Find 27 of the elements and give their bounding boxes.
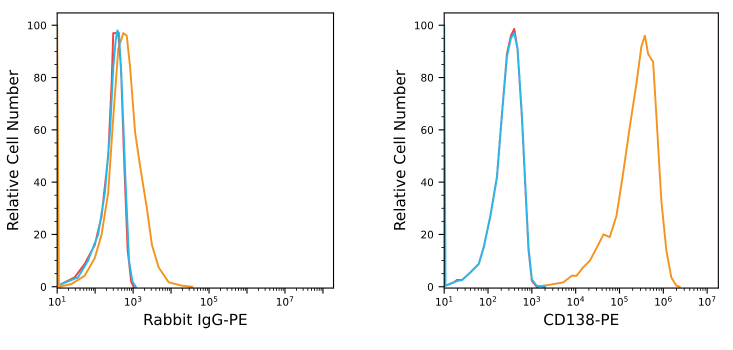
y-tick-label: 80 (421, 74, 434, 82)
x-tick-label: 10$^{4}$ (568, 296, 584, 306)
y-tick-label: 0 (40, 282, 46, 291)
y-axis-title: Relative Cell Number (394, 70, 406, 230)
y-tick-label: 20 (421, 230, 434, 239)
x-tick-label: 10$^{7}$ (276, 296, 294, 306)
y-tick-label: 20 (34, 230, 46, 239)
y-axis-title: Relative Cell Number (6, 70, 18, 230)
y-tick-label: 100 (415, 21, 434, 30)
x-tick-label: 10$^{6}$ (655, 296, 672, 306)
x-tick-label: 10$^{3}$ (524, 296, 540, 306)
y-tick-label: 80 (34, 74, 46, 82)
x-tick-label: 10$^{1}$ (49, 296, 66, 306)
x-axis-title: Rabbit IgG-PE (144, 313, 247, 328)
x-tick-label: 10$^{3}$ (125, 296, 142, 306)
y-tick-label: 60 (34, 126, 46, 134)
x-tick-label: 10$^{5}$ (611, 296, 628, 306)
x-tick-label: 10$^{2}$ (480, 296, 496, 306)
y-tick-label: 40 (34, 178, 46, 186)
x-tick-label: 10$^{1}$ (436, 296, 452, 306)
y-tick-label: 0 (428, 282, 434, 291)
x-tick-label: 10$^{7}$ (699, 296, 716, 306)
x-tick-label: 10$^{5}$ (201, 296, 218, 306)
y-tick-label: 100 (28, 21, 46, 30)
y-tick-label: 40 (421, 178, 434, 186)
x-axis-title: CD138-PE (544, 314, 618, 326)
y-tick-label: 60 (421, 126, 434, 134)
